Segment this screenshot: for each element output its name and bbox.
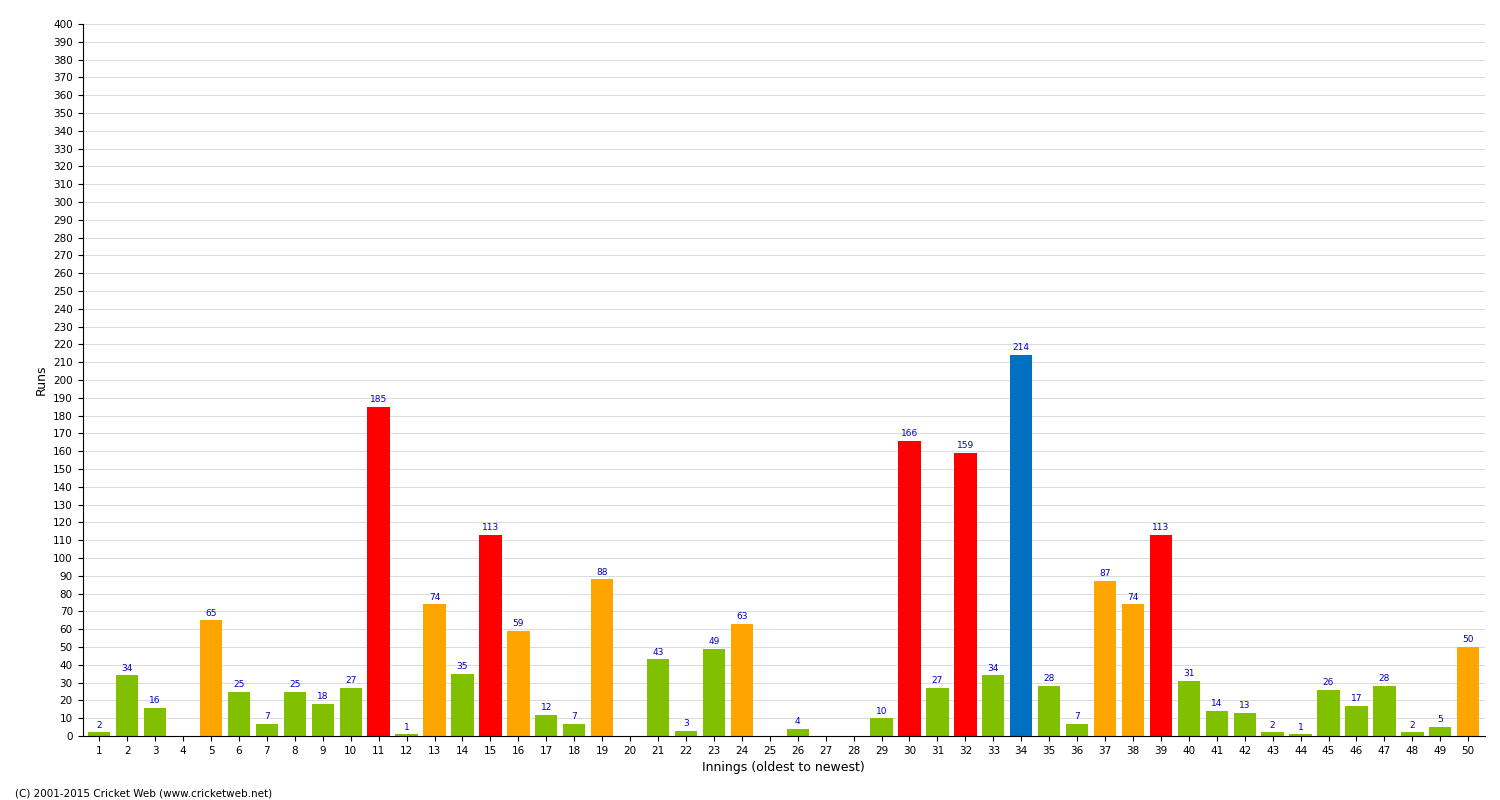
- Bar: [898, 441, 921, 736]
- Text: 28: 28: [1378, 674, 1390, 683]
- Text: 25: 25: [234, 680, 244, 689]
- Text: 59: 59: [513, 619, 523, 628]
- Bar: [786, 729, 808, 736]
- Text: 88: 88: [597, 568, 608, 577]
- Bar: [1233, 713, 1256, 736]
- Bar: [144, 707, 166, 736]
- Bar: [1178, 681, 1200, 736]
- Text: 1: 1: [1298, 722, 1304, 731]
- Text: 4: 4: [795, 718, 801, 726]
- Text: 5: 5: [1437, 715, 1443, 725]
- Bar: [1010, 355, 1032, 736]
- Bar: [675, 730, 698, 736]
- Bar: [870, 718, 892, 736]
- Bar: [1290, 734, 1312, 736]
- Bar: [646, 659, 669, 736]
- Y-axis label: Runs: Runs: [34, 365, 48, 395]
- Bar: [255, 723, 278, 736]
- Text: 63: 63: [736, 612, 747, 621]
- Bar: [1122, 604, 1144, 736]
- Text: 2: 2: [1270, 721, 1275, 730]
- Text: 17: 17: [1350, 694, 1362, 703]
- Bar: [1317, 690, 1340, 736]
- Text: 2: 2: [1410, 721, 1414, 730]
- Text: 28: 28: [1044, 674, 1054, 683]
- Text: 166: 166: [902, 429, 918, 438]
- Text: 43: 43: [652, 648, 663, 657]
- Text: 13: 13: [1239, 701, 1251, 710]
- Text: 14: 14: [1210, 699, 1222, 709]
- Text: 27: 27: [932, 676, 944, 686]
- Text: 7: 7: [264, 712, 270, 721]
- Text: 35: 35: [456, 662, 468, 671]
- Bar: [591, 579, 613, 736]
- Bar: [1206, 711, 1228, 736]
- Bar: [228, 691, 251, 736]
- Text: 65: 65: [206, 609, 218, 618]
- Bar: [452, 674, 474, 736]
- Text: 18: 18: [316, 692, 328, 702]
- Bar: [536, 714, 558, 736]
- Bar: [339, 688, 362, 736]
- Bar: [507, 631, 530, 736]
- Bar: [730, 624, 753, 736]
- Bar: [1149, 535, 1172, 736]
- Text: 10: 10: [876, 706, 888, 715]
- Text: 34: 34: [122, 664, 134, 673]
- Bar: [1262, 733, 1284, 736]
- Bar: [954, 453, 976, 736]
- Text: 74: 74: [429, 593, 439, 602]
- Text: 185: 185: [370, 395, 387, 404]
- Text: 87: 87: [1100, 570, 1112, 578]
- Bar: [562, 723, 585, 736]
- Bar: [926, 688, 948, 736]
- Text: (C) 2001-2015 Cricket Web (www.cricketweb.net): (C) 2001-2015 Cricket Web (www.cricketwe…: [15, 788, 272, 798]
- Bar: [1094, 581, 1116, 736]
- Text: 27: 27: [345, 676, 357, 686]
- Bar: [396, 734, 418, 736]
- Text: 16: 16: [150, 696, 160, 705]
- Bar: [116, 675, 138, 736]
- Bar: [312, 704, 334, 736]
- Bar: [702, 649, 724, 736]
- Text: 49: 49: [708, 637, 720, 646]
- X-axis label: Innings (oldest to newest): Innings (oldest to newest): [702, 762, 865, 774]
- Text: 25: 25: [290, 680, 300, 689]
- Bar: [1038, 686, 1060, 736]
- Text: 3: 3: [682, 719, 688, 728]
- Bar: [1456, 647, 1479, 736]
- Bar: [478, 535, 501, 736]
- Bar: [200, 620, 222, 736]
- Bar: [1372, 686, 1395, 736]
- Text: 7: 7: [572, 712, 578, 721]
- Text: 31: 31: [1184, 669, 1194, 678]
- Bar: [1066, 723, 1089, 736]
- Text: 214: 214: [1013, 343, 1029, 353]
- Bar: [1401, 733, 1423, 736]
- Bar: [1430, 727, 1452, 736]
- Bar: [1346, 706, 1368, 736]
- Text: 159: 159: [957, 442, 974, 450]
- Text: 113: 113: [1152, 523, 1170, 532]
- Text: 26: 26: [1323, 678, 1334, 687]
- Text: 74: 74: [1128, 593, 1138, 602]
- Text: 1: 1: [404, 722, 410, 731]
- Text: 12: 12: [540, 703, 552, 712]
- Bar: [423, 604, 445, 736]
- Bar: [982, 675, 1005, 736]
- Text: 2: 2: [96, 721, 102, 730]
- Bar: [284, 691, 306, 736]
- Bar: [88, 733, 111, 736]
- Text: 34: 34: [987, 664, 999, 673]
- Text: 7: 7: [1074, 712, 1080, 721]
- Bar: [368, 406, 390, 736]
- Text: 50: 50: [1462, 635, 1474, 644]
- Text: 113: 113: [482, 523, 500, 532]
